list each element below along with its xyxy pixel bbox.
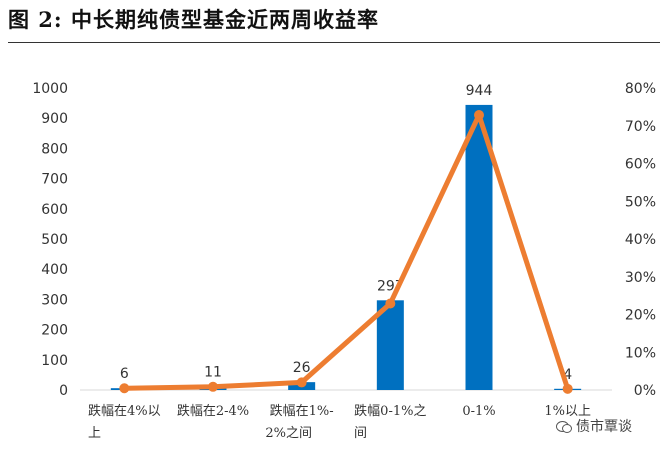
bar-data-label: 26	[293, 360, 311, 376]
left-axis-tick-label: 300	[41, 292, 68, 308]
left-axis-tick-label: 100	[41, 353, 68, 369]
line-point	[385, 298, 396, 309]
right-axis-tick-label: 80%	[625, 81, 656, 97]
bar-data-label: 11	[204, 365, 222, 381]
x-axis-category-label: 1%以上	[544, 404, 591, 419]
x-axis-category-label: 跌幅0-1%之间	[354, 403, 426, 441]
x-axis-category-label: 跌幅在1%- 2%之间	[265, 403, 333, 441]
x-axis-category-label-line: 2%之间	[265, 426, 312, 441]
right-axis-tick-label: 30%	[625, 270, 656, 286]
right-axis-tick-label: 70%	[625, 119, 656, 135]
left-axis-tick-label: 0	[59, 383, 68, 399]
left-axis-tick-label: 900	[41, 111, 68, 127]
line-point	[474, 110, 484, 121]
x-axis-category-label-line: 上	[88, 426, 101, 441]
right-axis-tick-label: 40%	[625, 232, 656, 248]
x-axis-category-label-line: 跌幅在4%以	[88, 403, 161, 419]
bar	[465, 104, 493, 391]
left-axis-tick-label: 800	[41, 141, 68, 157]
x-axis-category-label-line: 1%以上	[544, 404, 591, 419]
left-axis-tick-label: 1000	[32, 81, 68, 97]
right-axis-tick-label: 50%	[625, 194, 656, 210]
left-axis-tick-label: 400	[41, 262, 68, 278]
left-axis-tick-label: 600	[41, 202, 68, 218]
line-series	[121, 112, 571, 392]
x-axis-category-label-line: 跌幅在1%-	[270, 403, 334, 419]
line-point	[208, 381, 218, 392]
x-axis-category-label-line: 跌幅0-1%之	[354, 403, 426, 419]
bar-data-label: 944	[466, 83, 493, 99]
figure-title: 图 2: 中长期纯债型基金近两周收益率	[8, 7, 379, 32]
line-point	[562, 383, 573, 394]
x-axis-category-label-line: 0-1%	[462, 404, 495, 419]
left-axis-tick-label: 500	[41, 232, 68, 248]
x-axis-category-label: 跌幅在4%以上	[88, 403, 161, 441]
right-axis-tick-label: 20%	[625, 308, 656, 324]
left-axis-tick-label: 200	[41, 323, 68, 339]
bar-data-label: 4	[563, 367, 572, 383]
watermark-text: 债市覃谈	[576, 419, 632, 435]
watermark: 债市覃谈	[556, 416, 632, 436]
left-axis-tick-label: 700	[41, 172, 68, 188]
bar-data-label: 6	[120, 366, 129, 382]
line-point	[296, 377, 307, 388]
x-axis-category-label: 跌幅在2-4%	[177, 403, 249, 419]
title-divider	[8, 42, 660, 43]
right-axis-tick-label: 10%	[625, 345, 656, 361]
line-point	[119, 383, 130, 394]
bar	[376, 300, 404, 390]
wechat-icon	[556, 420, 572, 433]
x-axis-category-label-line: 间	[354, 426, 367, 441]
right-axis-tick-label: 60%	[625, 157, 656, 173]
x-axis-category-label-line: 跌幅在2-4%	[177, 403, 249, 419]
x-axis-category-label: 0-1%	[462, 404, 495, 419]
right-axis-tick-label: 0%	[634, 383, 656, 399]
